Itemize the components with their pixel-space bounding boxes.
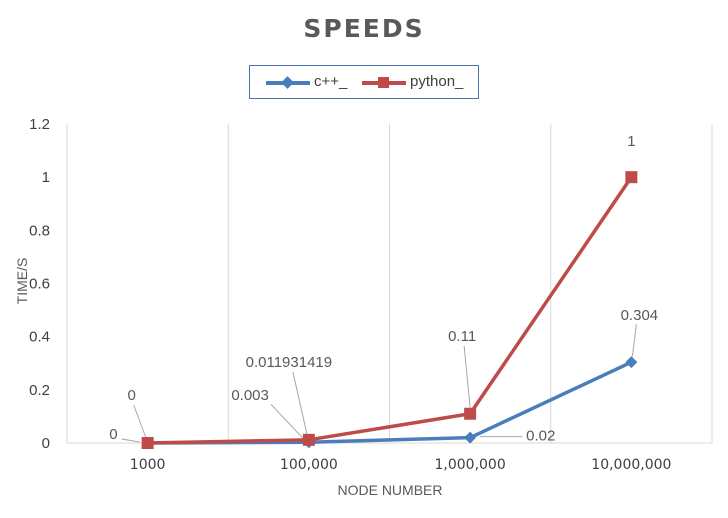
y-tick-label: 0.8 bbox=[29, 222, 50, 239]
y-tick-label: 0.6 bbox=[29, 276, 50, 293]
y-tick-label: 0.4 bbox=[29, 329, 50, 346]
data-label: 1 bbox=[627, 133, 635, 150]
x-tick-label: 1,000,000 bbox=[434, 457, 505, 473]
chart-title: SPEEDS bbox=[303, 14, 425, 43]
data-label: 0.11 bbox=[448, 328, 476, 345]
data-label: 0.304 bbox=[621, 307, 659, 324]
y-tick-label: 0.2 bbox=[29, 382, 50, 399]
y-tick-label: 1 bbox=[42, 169, 50, 186]
legend-marker bbox=[378, 77, 389, 88]
data-point-marker bbox=[141, 437, 154, 449]
x-tick-label: 1000 bbox=[130, 457, 166, 473]
legend-label-python: python_ bbox=[410, 73, 464, 90]
data-label: 0.003 bbox=[231, 387, 269, 404]
y-tick-label: 0 bbox=[42, 435, 50, 452]
data-label: 0 bbox=[127, 387, 135, 404]
data-label-leader bbox=[292, 371, 308, 434]
data-point-marker bbox=[625, 171, 638, 184]
legend-label-cpp: c++_ bbox=[314, 73, 348, 90]
data-label-leader bbox=[270, 403, 304, 439]
y-tick-label: 1.2 bbox=[29, 116, 50, 133]
data-label: 0 bbox=[109, 426, 117, 443]
data-point-marker bbox=[302, 433, 315, 446]
x-tick-label: 100,000 bbox=[280, 457, 338, 473]
legend: c++_ python_ bbox=[249, 65, 479, 99]
data-label-leader bbox=[121, 438, 140, 443]
data-point-marker bbox=[464, 407, 477, 420]
data-label-leader bbox=[133, 404, 147, 438]
data-label-leader bbox=[631, 324, 637, 357]
x-tick-label: 10,000,000 bbox=[591, 457, 671, 473]
data-label: 0.011931419 bbox=[246, 354, 332, 371]
series-line bbox=[147, 176, 633, 445]
x-axis-title: NODE NUMBER bbox=[337, 482, 443, 498]
data-point-marker bbox=[464, 431, 477, 444]
data-label: 0.02 bbox=[526, 428, 555, 445]
data-label-leader bbox=[463, 345, 471, 408]
data-point-marker bbox=[625, 356, 638, 369]
